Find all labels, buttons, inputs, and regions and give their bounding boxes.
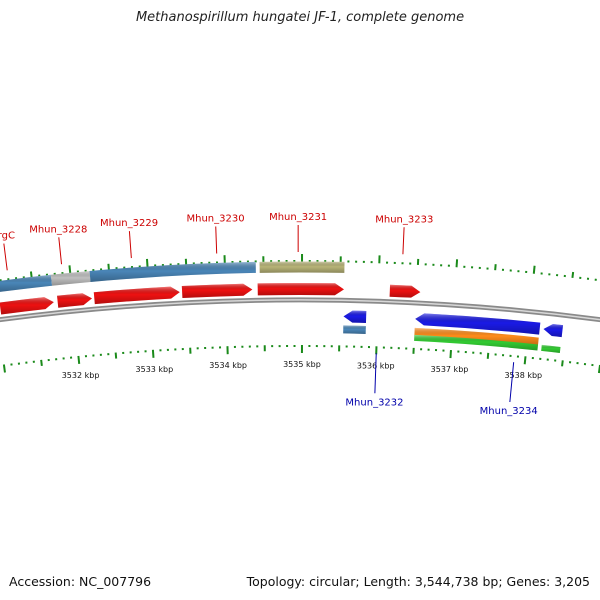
tick-mark bbox=[77, 355, 81, 364]
tick-mark bbox=[449, 349, 452, 359]
map-title: Methanospirillum hungatei JF-1, complete… bbox=[135, 10, 465, 25]
forward-gene-bar-shade bbox=[259, 261, 345, 273]
gene-label: argC bbox=[0, 231, 15, 242]
tick-mark bbox=[29, 271, 33, 278]
label-leader bbox=[402, 227, 405, 255]
forward-gene-bar-shade bbox=[0, 274, 53, 292]
reverse-cds-arrow-shade bbox=[343, 310, 367, 323]
kbp-label: 3538 kbp bbox=[504, 371, 542, 380]
forward-cds-arrow-shade bbox=[257, 282, 345, 296]
tick-mark bbox=[146, 258, 149, 268]
label-leader bbox=[58, 237, 63, 265]
label-leader bbox=[374, 353, 377, 394]
tick-mark bbox=[532, 265, 536, 274]
accession-label: Accession: NC_007796 bbox=[9, 574, 152, 589]
forward-gene-bar-shade bbox=[50, 270, 91, 286]
reverse-cds-arrow-shade bbox=[543, 324, 564, 338]
forward-cds-arrow-shade bbox=[57, 293, 93, 308]
gene-label: Mhun_3228 bbox=[29, 224, 87, 235]
tick-mark bbox=[494, 264, 497, 271]
forward-cds-arrow-shade bbox=[0, 297, 54, 315]
label-leader bbox=[509, 362, 515, 403]
label-leader bbox=[215, 226, 218, 254]
reverse-gene-bar-shade bbox=[541, 344, 561, 353]
gene-label: Mhun_3229 bbox=[100, 218, 158, 229]
tick-mark bbox=[523, 356, 527, 365]
genome-stats: Topology: circular; Length: 3,544,738 bp… bbox=[246, 574, 590, 589]
tick-mark bbox=[40, 359, 43, 366]
tick-mark bbox=[561, 360, 564, 367]
forward-cds-arrow-shade bbox=[93, 286, 180, 305]
gene-label: Mhun_3234 bbox=[480, 406, 538, 417]
genome-backbone bbox=[0, 297, 600, 323]
reverse-gene-bar-shade bbox=[414, 334, 539, 351]
forward-gene-bar-shade bbox=[89, 261, 256, 282]
label-leader bbox=[128, 231, 132, 259]
forward-cds-arrow-shade bbox=[389, 284, 421, 298]
kbp-label: 3533 kbp bbox=[136, 365, 174, 374]
tick-mark bbox=[455, 259, 459, 268]
tick-mark bbox=[68, 265, 72, 274]
gene-label: Mhun_3230 bbox=[187, 213, 245, 224]
kbp-label: 3534 kbp bbox=[209, 361, 247, 370]
tick-mark bbox=[486, 352, 490, 359]
tick-mark bbox=[2, 364, 6, 373]
forward-cds-arrow-shade bbox=[181, 283, 253, 299]
label-leader bbox=[3, 243, 8, 271]
gene-labels: argC Mhun_3228 Mhun_3229 Mhun_3230 Mhun_3231… bbox=[0, 212, 538, 417]
tick-mark bbox=[151, 349, 155, 358]
kbp-label: 3532 kbp bbox=[62, 371, 100, 380]
reverse-cds-arrow-shade bbox=[415, 313, 541, 335]
gene-features bbox=[0, 261, 564, 353]
gene-label: Mhun_3233 bbox=[375, 214, 433, 225]
gene-label: Mhun_3231 bbox=[269, 212, 327, 223]
gene-label: Mhun_3232 bbox=[345, 397, 403, 408]
kbp-label: 3537 kbp bbox=[431, 365, 469, 374]
kbp-label: 3535 kbp bbox=[283, 360, 321, 369]
reverse-gene-bar-shade bbox=[343, 325, 366, 334]
tick-mark bbox=[571, 271, 575, 279]
reverse-gene-bar-shade bbox=[414, 327, 539, 346]
backbone-outer bbox=[0, 297, 600, 323]
backbone-highlight bbox=[0, 299, 600, 321]
